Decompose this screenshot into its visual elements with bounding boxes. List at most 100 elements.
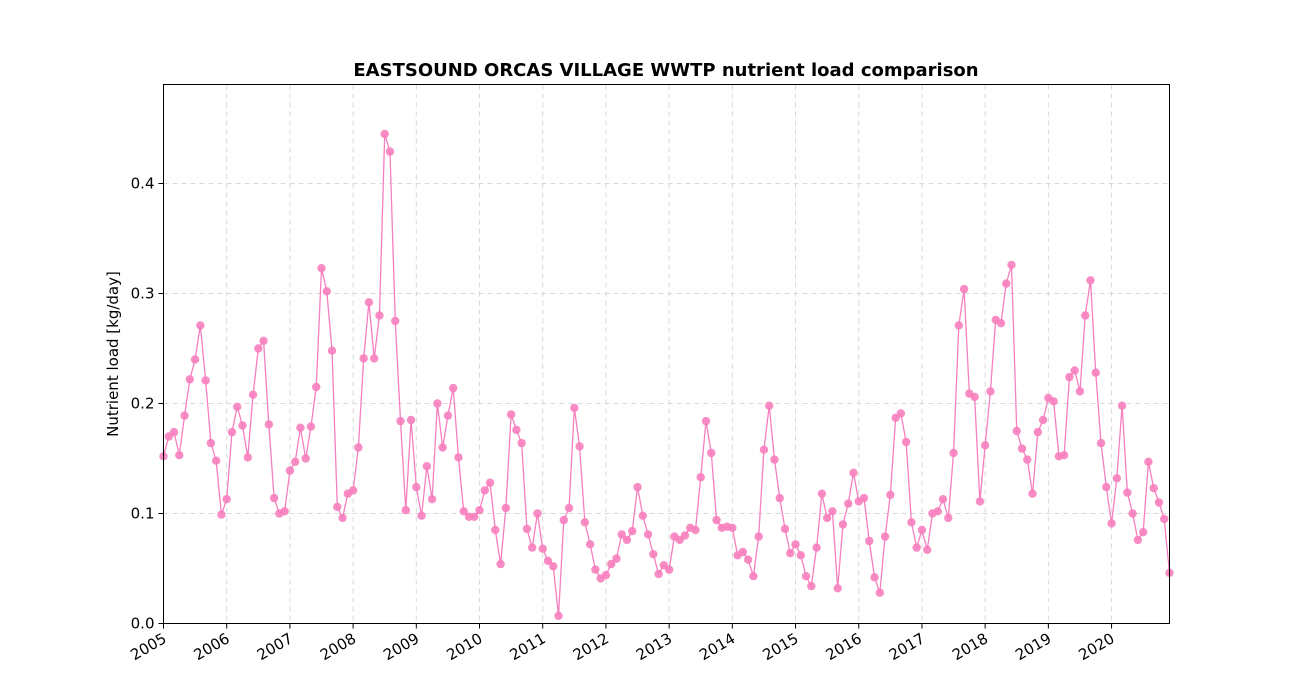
data-point bbox=[1081, 311, 1090, 320]
data-point bbox=[901, 437, 911, 447]
data-point bbox=[938, 495, 948, 504]
data-point bbox=[248, 390, 258, 399]
data-point bbox=[1144, 457, 1153, 466]
data-point bbox=[944, 513, 953, 523]
data-point bbox=[196, 321, 205, 330]
data-point bbox=[501, 503, 511, 513]
data-point bbox=[296, 423, 305, 432]
data-point bbox=[338, 513, 347, 523]
data-point bbox=[554, 611, 563, 620]
data-point bbox=[280, 507, 289, 516]
data-point bbox=[859, 493, 869, 503]
data-point bbox=[433, 399, 442, 408]
data-point bbox=[980, 441, 990, 450]
data-point bbox=[496, 559, 505, 569]
data-point bbox=[1133, 535, 1143, 545]
data-point bbox=[317, 264, 326, 273]
data-point bbox=[601, 570, 611, 580]
x-tick-label: 2005 bbox=[127, 629, 169, 664]
data-point bbox=[654, 569, 663, 579]
data-point bbox=[907, 518, 916, 527]
data-point bbox=[585, 540, 595, 549]
data-point bbox=[975, 497, 985, 506]
data-point bbox=[959, 284, 969, 294]
data-point bbox=[591, 565, 600, 574]
data-point bbox=[475, 506, 484, 515]
data-point bbox=[269, 493, 279, 503]
data-point bbox=[880, 532, 890, 541]
data-point bbox=[912, 543, 921, 552]
data-point bbox=[917, 525, 927, 535]
data-point bbox=[896, 409, 906, 418]
data-point bbox=[233, 402, 242, 411]
data-point bbox=[543, 556, 553, 565]
data-point bbox=[491, 525, 500, 535]
data-point bbox=[1102, 482, 1111, 492]
data-point bbox=[775, 493, 784, 503]
data-point bbox=[833, 584, 842, 593]
data-point bbox=[696, 473, 705, 482]
data-point bbox=[865, 536, 874, 546]
x-tick-label: 2013 bbox=[633, 629, 675, 664]
data-point bbox=[712, 515, 721, 525]
data-point bbox=[391, 316, 400, 326]
x-tick-label: 2015 bbox=[759, 629, 801, 664]
data-point bbox=[180, 411, 189, 420]
data-point bbox=[285, 466, 295, 475]
data-point bbox=[812, 543, 821, 552]
data-point bbox=[327, 346, 337, 355]
grid-lines bbox=[163, 84, 1170, 624]
data-point bbox=[401, 506, 410, 515]
data-point bbox=[417, 511, 426, 520]
data-point bbox=[1107, 519, 1116, 528]
x-tick-label: 2010 bbox=[443, 629, 485, 664]
data-point bbox=[875, 588, 885, 597]
data-point bbox=[506, 410, 516, 419]
data-point bbox=[1154, 498, 1164, 507]
data-point bbox=[791, 540, 800, 549]
data-point bbox=[290, 457, 300, 466]
data-point bbox=[185, 375, 195, 384]
data-point bbox=[422, 462, 432, 471]
data-point bbox=[828, 507, 837, 516]
data-point bbox=[822, 513, 832, 523]
data-point bbox=[628, 526, 637, 536]
data-point bbox=[1070, 366, 1079, 375]
data-point bbox=[1123, 488, 1132, 497]
data-point bbox=[522, 524, 532, 534]
data-point bbox=[348, 486, 358, 495]
data-point bbox=[549, 562, 558, 571]
data-point bbox=[1059, 451, 1069, 460]
y-tick-label: 0.1 bbox=[131, 505, 155, 523]
data-point bbox=[1012, 426, 1021, 436]
data-point bbox=[1096, 438, 1106, 448]
x-tick-label: 2018 bbox=[949, 629, 991, 664]
plot-frame bbox=[163, 84, 1170, 624]
data-point bbox=[923, 545, 932, 554]
data-point bbox=[459, 507, 468, 516]
x-tick-label: 2012 bbox=[570, 629, 612, 664]
data-point bbox=[564, 503, 574, 513]
data-point bbox=[807, 581, 816, 591]
data-point bbox=[707, 448, 716, 458]
data-point bbox=[786, 548, 795, 558]
data-point bbox=[369, 354, 379, 363]
data-point bbox=[211, 456, 221, 465]
data-point bbox=[886, 490, 895, 499]
data-point bbox=[612, 554, 621, 563]
y-axis-label: Nutrient load [kg/day] bbox=[104, 271, 122, 437]
data-point bbox=[1023, 455, 1032, 464]
data-point bbox=[364, 298, 374, 307]
data-point bbox=[633, 482, 642, 492]
data-point bbox=[443, 411, 453, 420]
data-point bbox=[1091, 368, 1100, 377]
x-tick-label: 2016 bbox=[823, 629, 865, 664]
data-point bbox=[312, 382, 321, 392]
data-point bbox=[217, 510, 226, 519]
x-tick-label: 2014 bbox=[696, 629, 738, 664]
y-tick-label: 0.2 bbox=[131, 395, 155, 413]
data-point bbox=[1075, 387, 1085, 396]
data-point bbox=[169, 427, 179, 437]
data-point bbox=[844, 499, 853, 508]
